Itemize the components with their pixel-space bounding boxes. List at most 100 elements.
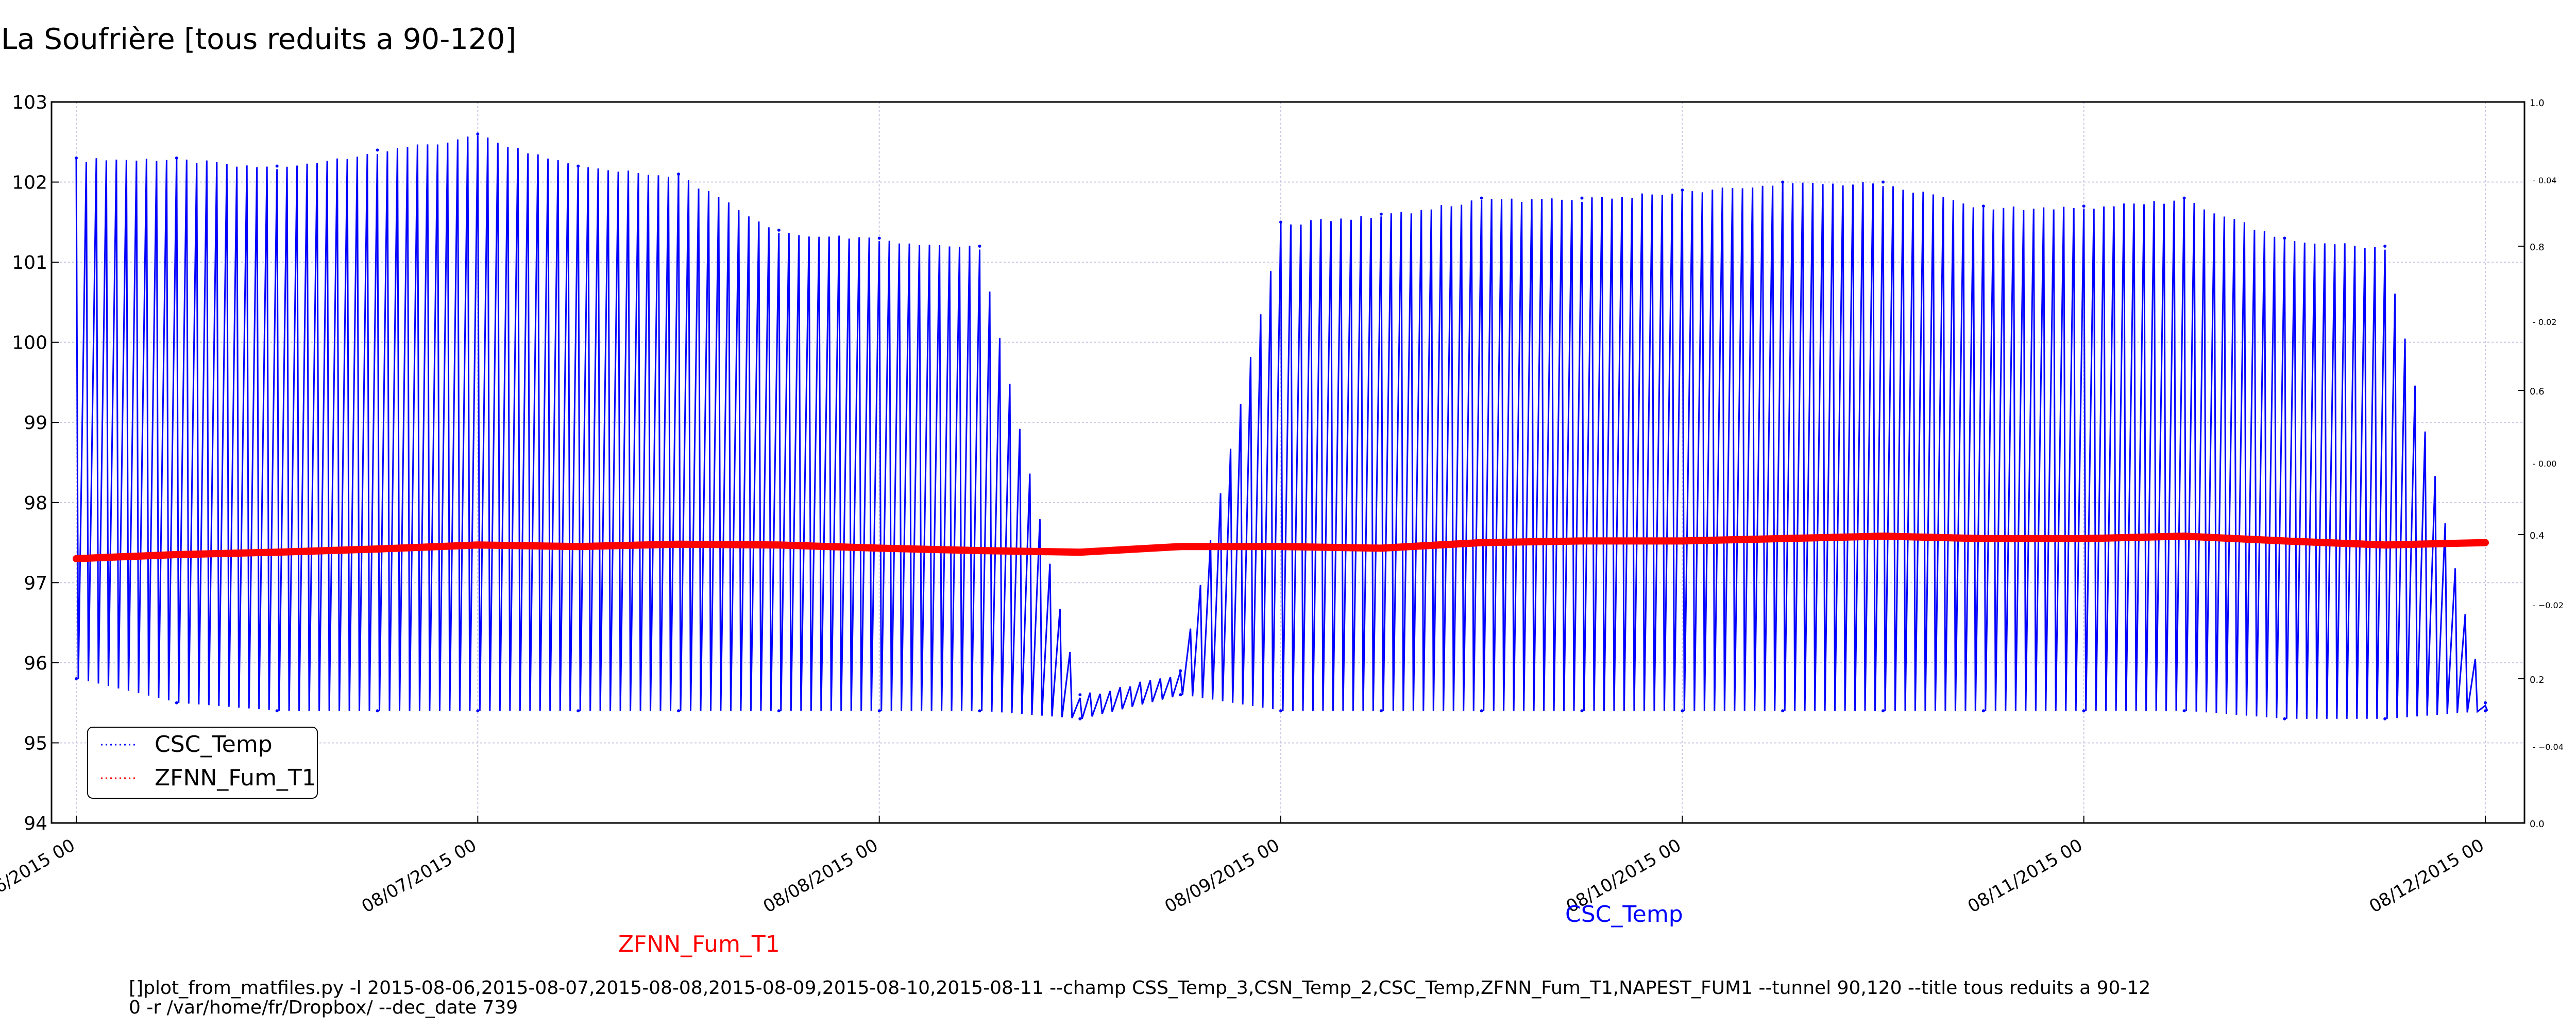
point-zfnn [1478,539,1485,546]
point-csc-lower [2182,709,2186,713]
point-zfnn [976,547,983,554]
point-zfnn [2482,539,2488,546]
point-csc-lower [2283,717,2286,720]
point-csc-upper [1279,220,1282,224]
right-tick-label: 0.6 [2530,386,2545,397]
point-zfnn [2181,533,2188,540]
x-tick-label: 08/12/2015 00 [2366,835,2488,917]
legend-box [87,727,318,799]
point-zfnn [1177,543,1184,550]
point-csc-upper [577,164,580,168]
point-csc-lower [275,709,279,713]
right-inner-tick-label: - −0.04 [2533,742,2564,752]
point-csc-lower [1981,709,1985,713]
point-csc-lower [476,709,480,713]
point-csc-upper [2383,245,2387,248]
point-csc-upper [877,236,881,240]
point-csc-upper [1580,196,1584,200]
point-zfnn [1980,535,1987,542]
point-zfnn [2281,538,2288,544]
point-csc-lower [175,701,178,705]
y-tick-label: 103 [12,92,47,113]
x-tick-label: 08/08/2015 00 [760,835,882,917]
legend: CSC_Temp ZFNN_Fum_T1 [87,727,318,799]
chart-title: La Soufrière [tous reduits a 90-120] [1,23,516,56]
point-csc-upper [1480,196,1483,200]
point-zfnn [474,542,481,548]
right-tick-label: 0.2 [2530,675,2545,685]
point-csc-lower [577,709,580,713]
point-csc-lower [777,709,781,713]
point-csc-upper [1078,693,1082,697]
point-csc-lower [1681,709,1684,713]
y-tick-label: 94 [24,813,47,834]
right-inner-tick-label: - 0.02 [2533,317,2556,327]
point-csc-upper [1882,180,1885,184]
point-csc-upper [2182,196,2186,200]
point-csc-lower [2082,709,2086,713]
y-tick-label: 95 [24,733,47,754]
point-csc-lower [75,677,78,680]
point-zfnn [1278,543,1284,550]
y-tick-label: 102 [12,173,47,194]
point-zfnn [1679,538,1686,544]
point-csc-upper [1981,204,1985,208]
point-csc-upper [1179,669,1182,673]
point-csc-upper [2484,701,2487,705]
right-inner-tick-label: - 0.00 [2533,459,2556,469]
point-zfnn [2382,542,2388,548]
point-csc-lower [2484,709,2487,713]
point-zfnn [1579,538,1585,544]
point-csc-lower [978,709,981,713]
point-csc-upper [1681,188,1684,192]
point-csc-lower [1480,709,1483,713]
point-csc-upper [978,245,981,248]
right-inner-tick-label: - 0.04 [2533,176,2556,185]
point-csc-lower [1379,709,1383,713]
x-tick-label: 08/06/2015 00 [0,835,78,917]
point-csc-lower [1279,709,1282,713]
y-tick-label: 100 [12,333,47,354]
point-csc-upper [1379,212,1383,216]
point-zfnn [173,551,180,558]
point-csc-lower [677,709,680,713]
point-csc-lower [1580,709,1584,713]
right-inner-tick-label: - −0.02 [2533,600,2564,610]
point-csc-lower [1078,717,1082,720]
point-csc-lower [1781,709,1785,713]
x-tick-label: 08/07/2015 00 [358,835,480,917]
y-tick-label: 101 [12,252,47,273]
point-csc-upper [75,156,78,160]
point-zfnn [73,555,79,562]
x-axis: 08/06/2015 00 08/07/2015 00 08/08/2015 00 0… [0,816,2488,917]
x-tick-label: 08/11/2015 00 [1964,835,2087,917]
point-csc-lower [1179,693,1182,697]
point-zfnn [675,541,682,547]
plot-frame [50,101,2526,824]
y-tick-label: 97 [24,573,47,594]
y-tick-label: 96 [24,653,47,674]
zfnn-caption: ZFNN_Fum_T1 [618,931,780,957]
point-csc-upper [376,148,379,152]
point-zfnn [876,545,883,552]
point-zfnn [274,549,280,556]
y-axis: 94 95 96 97 98 99 100 101 102 103 [12,92,59,834]
point-csc-lower [877,709,881,713]
footer-command-line-1: []plot_from_matfiles.py -l 2015-08-06,20… [129,977,2150,999]
point-zfnn [575,543,582,550]
legend-label-csc: CSC_Temp [155,731,273,758]
point-zfnn [374,546,381,552]
legend-label-zfnn: ZFNN_Fum_T1 [155,765,316,791]
point-zfnn [2080,535,2087,542]
point-csc-lower [2383,717,2387,720]
point-csc-upper [2283,236,2286,240]
footer-command-line-2: 0 -r /var/home/fr/Dropbox/ --dec_date 73… [129,997,518,1018]
series-line-csc-temp [75,135,2488,719]
right-tick-label: 1.0 [2530,98,2545,109]
point-csc-upper [777,228,781,232]
point-csc-upper [275,164,279,168]
y-tick-label: 99 [24,413,47,434]
point-zfnn [1780,535,1786,542]
y-tick-label: 98 [24,493,47,514]
